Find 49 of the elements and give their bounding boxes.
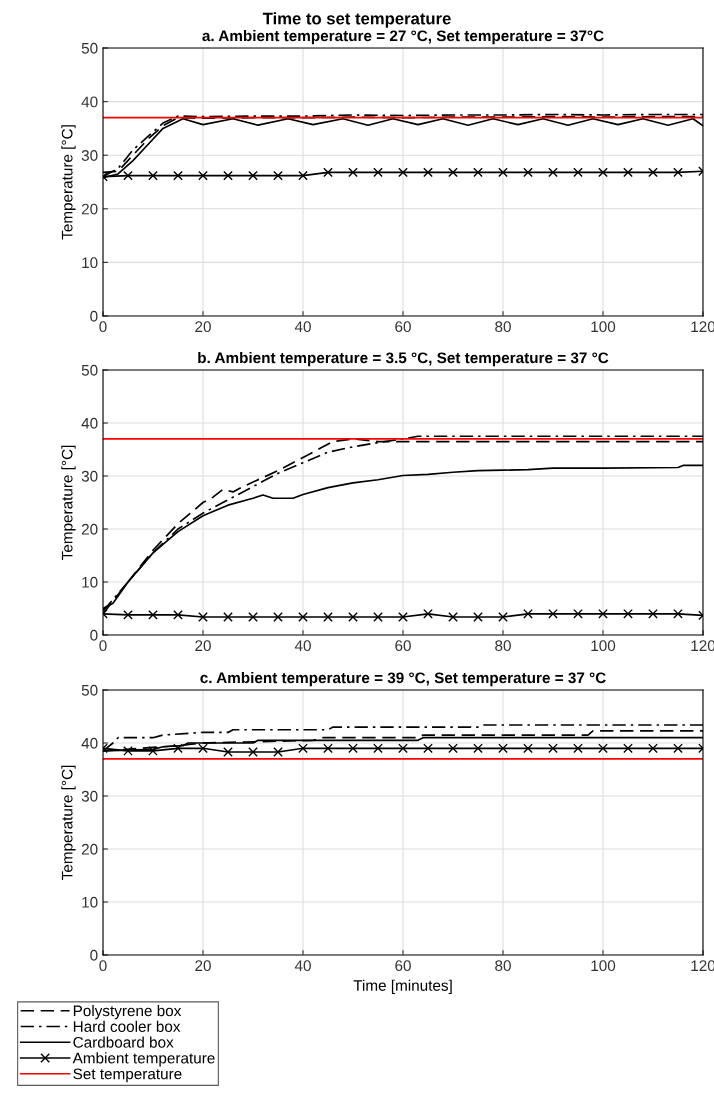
y-tick-label: 10 <box>82 257 98 269</box>
chart-title: c. Ambient temperature = 39 °C, Set temperature = 37 °C <box>200 671 606 687</box>
y-tick-label: 0 <box>90 949 98 961</box>
y-tick-label: 40 <box>81 417 98 429</box>
chart-title: a. Ambient temperature = 27 °C, Set temperature = 37°C <box>202 29 604 45</box>
x-tick-label: 100 <box>591 321 616 333</box>
legend-label: Set temperature <box>73 1068 182 1083</box>
x-tick-label: 20 <box>195 640 211 652</box>
y-tick-label: 30 <box>81 470 98 482</box>
x-tick-label: 60 <box>395 640 411 652</box>
x-tick-label: 60 <box>395 960 411 972</box>
y-tick-label: 20 <box>81 203 98 215</box>
y-tick-label: 0 <box>90 310 98 322</box>
x-tick-label: 40 <box>294 640 311 652</box>
y-tick-label: 40 <box>81 96 98 108</box>
x-tick-label: 80 <box>495 640 511 652</box>
chart-title: b. Ambient temperature = 3.5 °C, Set temperature = 37 °C <box>198 351 609 367</box>
x-tick-label: 20 <box>195 321 211 333</box>
legend-label: Cardboard box <box>73 1036 174 1048</box>
text: Time to set temperature <box>262 12 451 28</box>
x-tick-label: 80 <box>495 960 511 972</box>
y-tick-label: 10 <box>82 896 98 908</box>
x-tick-label: 100 <box>591 640 616 652</box>
legend-label: Polystyrene box <box>73 1004 182 1020</box>
x-tick-label: 40 <box>294 321 311 333</box>
y-tick-label: 30 <box>81 790 98 802</box>
y-axis-title: Temperature [°C] <box>61 445 76 560</box>
x-tick-label: 100 <box>591 960 616 972</box>
x-tick-label: 0 <box>99 960 107 972</box>
x-axis-title: Time [minutes] <box>353 979 452 994</box>
y-tick-label: 50 <box>81 364 98 376</box>
x-tick-label: 40 <box>294 960 311 972</box>
x-tick-label: 0 <box>99 640 107 652</box>
x-tick-label: 0 <box>99 321 107 333</box>
x-tick-label: 20 <box>195 960 211 972</box>
legend-label: Ambient temperature <box>72 1052 215 1067</box>
x-tick-label: 60 <box>395 321 411 333</box>
x-tick-label: 80 <box>495 321 511 333</box>
legend-label: Hard cooler box <box>73 1020 181 1032</box>
y-tick-label: 10 <box>82 576 98 588</box>
y-tick-label: 0 <box>90 629 98 641</box>
y-tick-label: 40 <box>81 737 98 749</box>
y-tick-label: 20 <box>81 843 98 855</box>
y-axis-title: Temperature [°C] <box>61 125 76 240</box>
y-axis-title: Temperature [°C] <box>61 765 76 880</box>
y-tick-label: 20 <box>81 523 98 535</box>
y-tick-label: 30 <box>81 150 98 161</box>
y-tick-label: 50 <box>81 684 98 696</box>
y-tick-label: 50 <box>81 42 98 54</box>
